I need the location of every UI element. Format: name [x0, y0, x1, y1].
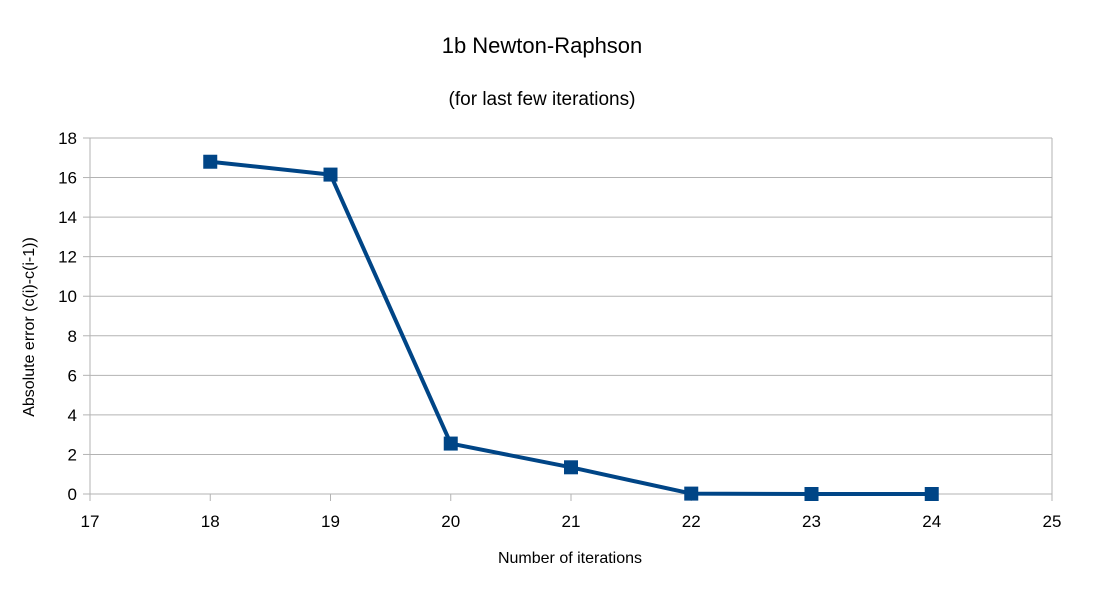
data-point-marker [443, 436, 458, 451]
x-tick-label: 21 [562, 512, 581, 531]
x-tick-label: 24 [922, 512, 941, 531]
y-tick-label: 0 [68, 485, 77, 504]
data-point-marker [804, 487, 819, 501]
chart-subtitle: (for last few iterations) [449, 89, 636, 110]
x-tick-label: 25 [1043, 512, 1062, 531]
x-tick-label: 19 [321, 512, 340, 531]
y-tick-label: 4 [68, 406, 77, 425]
y-tick-label: 18 [58, 129, 77, 148]
x-tick-label: 22 [682, 512, 701, 531]
data-point-marker [564, 460, 578, 475]
y-tick-labels: 0 2 4 6 8 10 12 14 16 18 [58, 129, 77, 504]
plot-area [90, 138, 1052, 494]
x-tick-label: 20 [441, 512, 460, 531]
y-tick-label: 14 [58, 208, 77, 227]
data-point-marker [684, 486, 699, 501]
data-point-marker [323, 167, 338, 182]
y-tick-label: 6 [68, 366, 77, 385]
data-point-marker [203, 154, 218, 169]
y-tick-label: 16 [58, 169, 77, 188]
series-group [203, 154, 939, 501]
x-tick-labels: 17 18 19 20 21 22 23 24 25 [81, 512, 1062, 531]
x-axis-label: Number of iterations [498, 550, 642, 567]
y-tick-label: 8 [68, 327, 77, 346]
chart-title: 1b Newton-Raphson [442, 33, 643, 58]
x-tick-label: 17 [81, 512, 100, 531]
gridlines [90, 137, 1053, 494]
y-tick-label: 12 [58, 248, 77, 267]
y-tick-label: 10 [58, 287, 77, 306]
y-tick-label: 2 [68, 445, 77, 464]
data-point-marker [924, 487, 939, 501]
x-tick-label: 23 [802, 512, 821, 531]
y-axis-label: Absolute error (c(i)-c(i-1)) [21, 237, 38, 417]
x-tick-label: 18 [201, 512, 220, 531]
